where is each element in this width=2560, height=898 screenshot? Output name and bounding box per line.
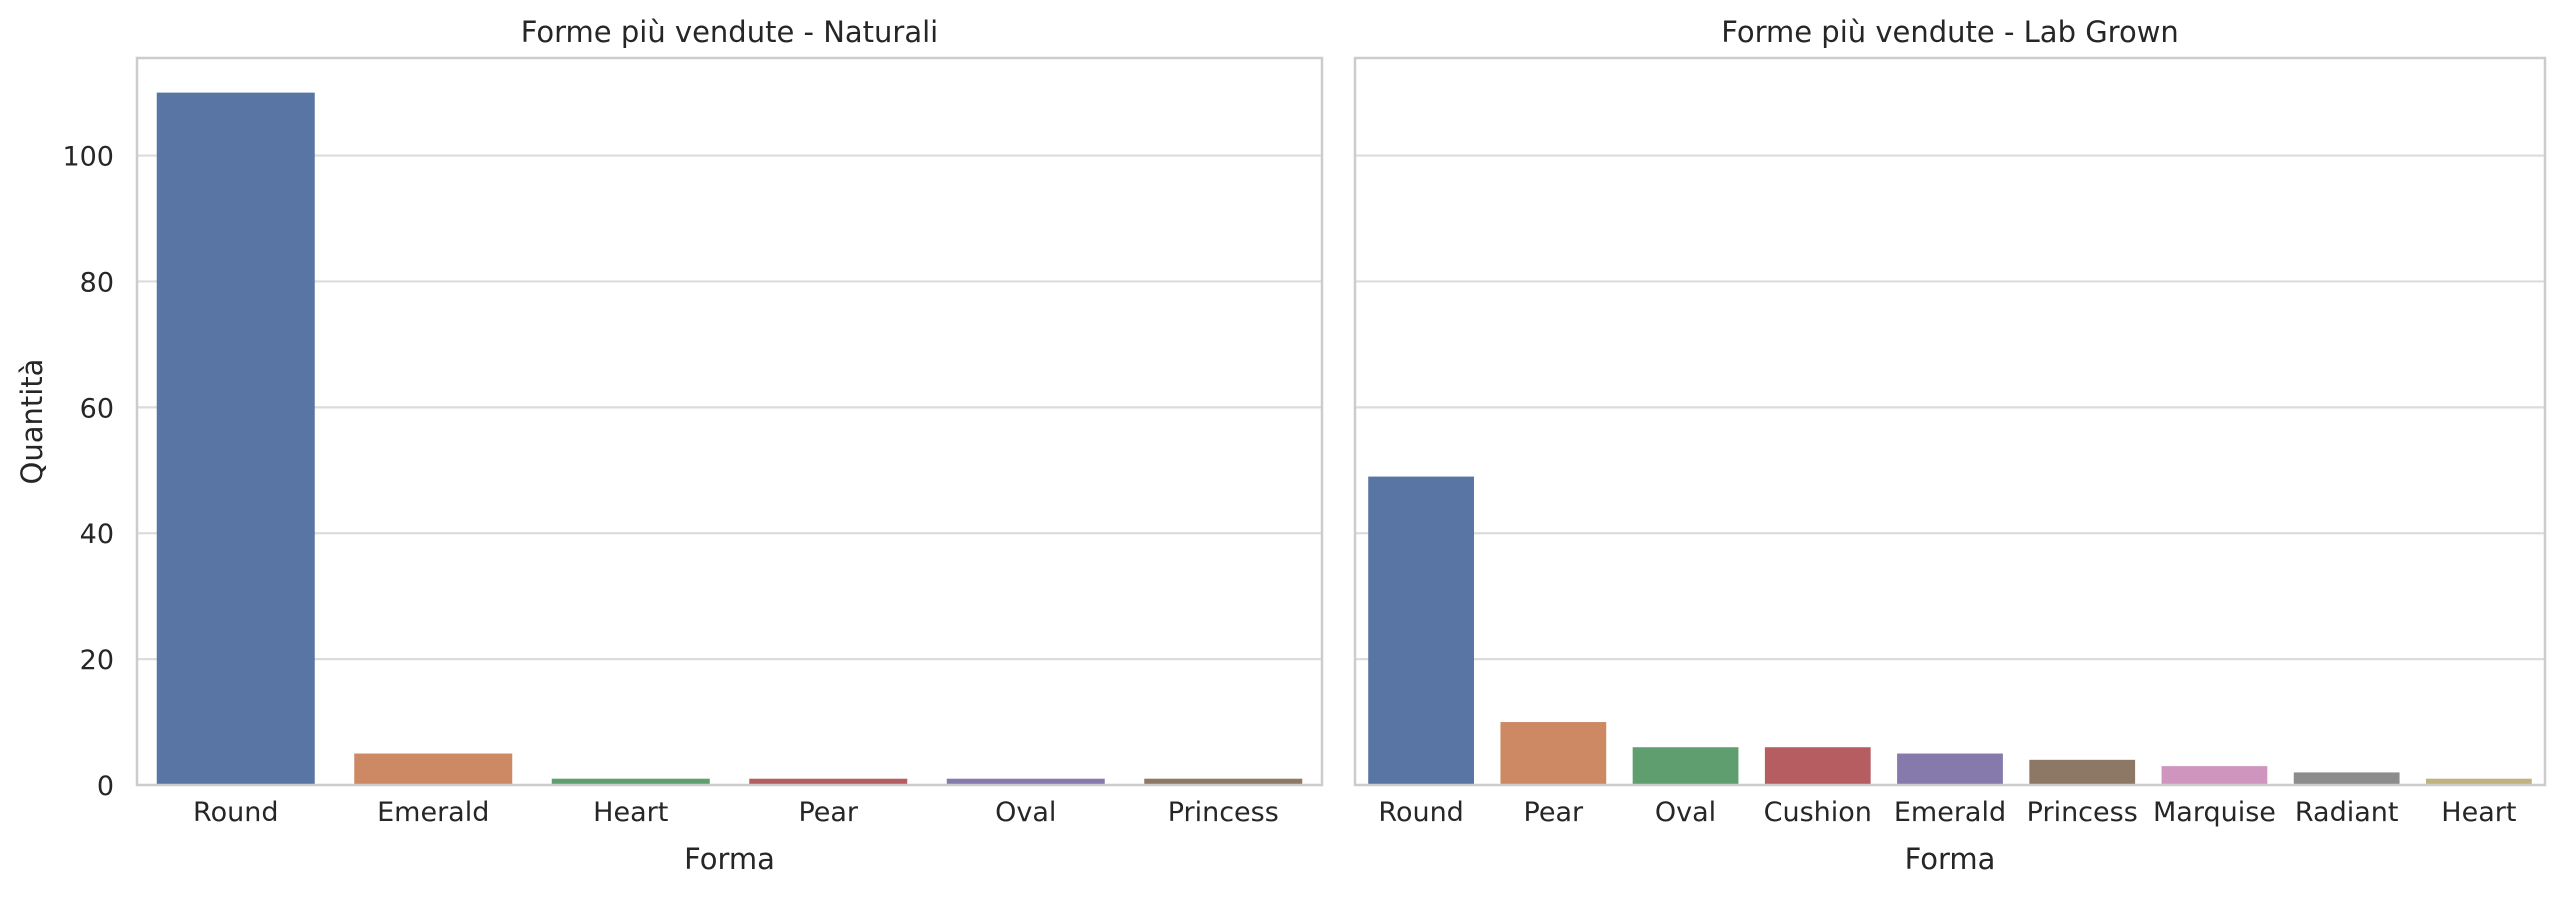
y-tick-label: 20 xyxy=(80,645,114,676)
y-tick-label: 60 xyxy=(80,393,114,424)
bar-princess xyxy=(1144,778,1303,785)
y-tick-label: 100 xyxy=(62,142,114,173)
x-tick-label: Emerald xyxy=(377,797,489,828)
bar-marquise xyxy=(2161,766,2268,785)
plot-frame xyxy=(135,56,1324,787)
bar-emerald xyxy=(1897,753,2003,785)
y-tick-label: 80 xyxy=(80,267,114,298)
y-tick-label: 0 xyxy=(97,771,114,802)
bar-oval xyxy=(946,778,1105,785)
x-tick-label: Cushion xyxy=(1764,797,1872,828)
chart-title: Forme più vendute - Naturali xyxy=(521,15,938,49)
x-tick-label: Princess xyxy=(1168,797,1279,828)
x-tick-label: Pear xyxy=(798,797,858,828)
bar-round xyxy=(1368,476,1474,785)
x-tick-label: Radiant xyxy=(2295,797,2399,828)
x-tick-label: Marquise xyxy=(2153,797,2276,828)
x-axis-label: Forma xyxy=(684,842,775,876)
y-tick-label: 40 xyxy=(80,519,114,550)
x-tick-label: Heart xyxy=(2441,797,2516,828)
x-tick-label: Oval xyxy=(1655,797,1716,828)
bar-cushion xyxy=(1764,747,1871,785)
bar-radiant xyxy=(2293,772,2400,785)
bar-heart xyxy=(2426,778,2532,785)
bar-pear xyxy=(1500,722,1607,785)
chart-title: Forme più vendute - Lab Grown xyxy=(1721,15,2179,49)
bar-oval xyxy=(1632,747,1739,785)
x-tick-label: Round xyxy=(193,797,278,828)
x-tick-label: Pear xyxy=(1524,797,1584,828)
x-tick-label: Heart xyxy=(593,797,668,828)
x-tick-label: Emerald xyxy=(1894,797,2006,828)
x-tick-label: Round xyxy=(1378,797,1463,828)
bar-heart xyxy=(551,778,710,785)
bar-pear xyxy=(749,778,908,785)
x-tick-label: Oval xyxy=(995,797,1056,828)
bar-princess xyxy=(2029,759,2136,785)
bar-round xyxy=(156,92,315,786)
x-axis-label: Forma xyxy=(1905,842,1996,876)
x-tick-label: Princess xyxy=(2027,797,2138,828)
bar-emerald xyxy=(354,753,513,785)
plot-frame xyxy=(1353,56,2547,787)
y-axis-label: Quantità xyxy=(15,359,49,485)
